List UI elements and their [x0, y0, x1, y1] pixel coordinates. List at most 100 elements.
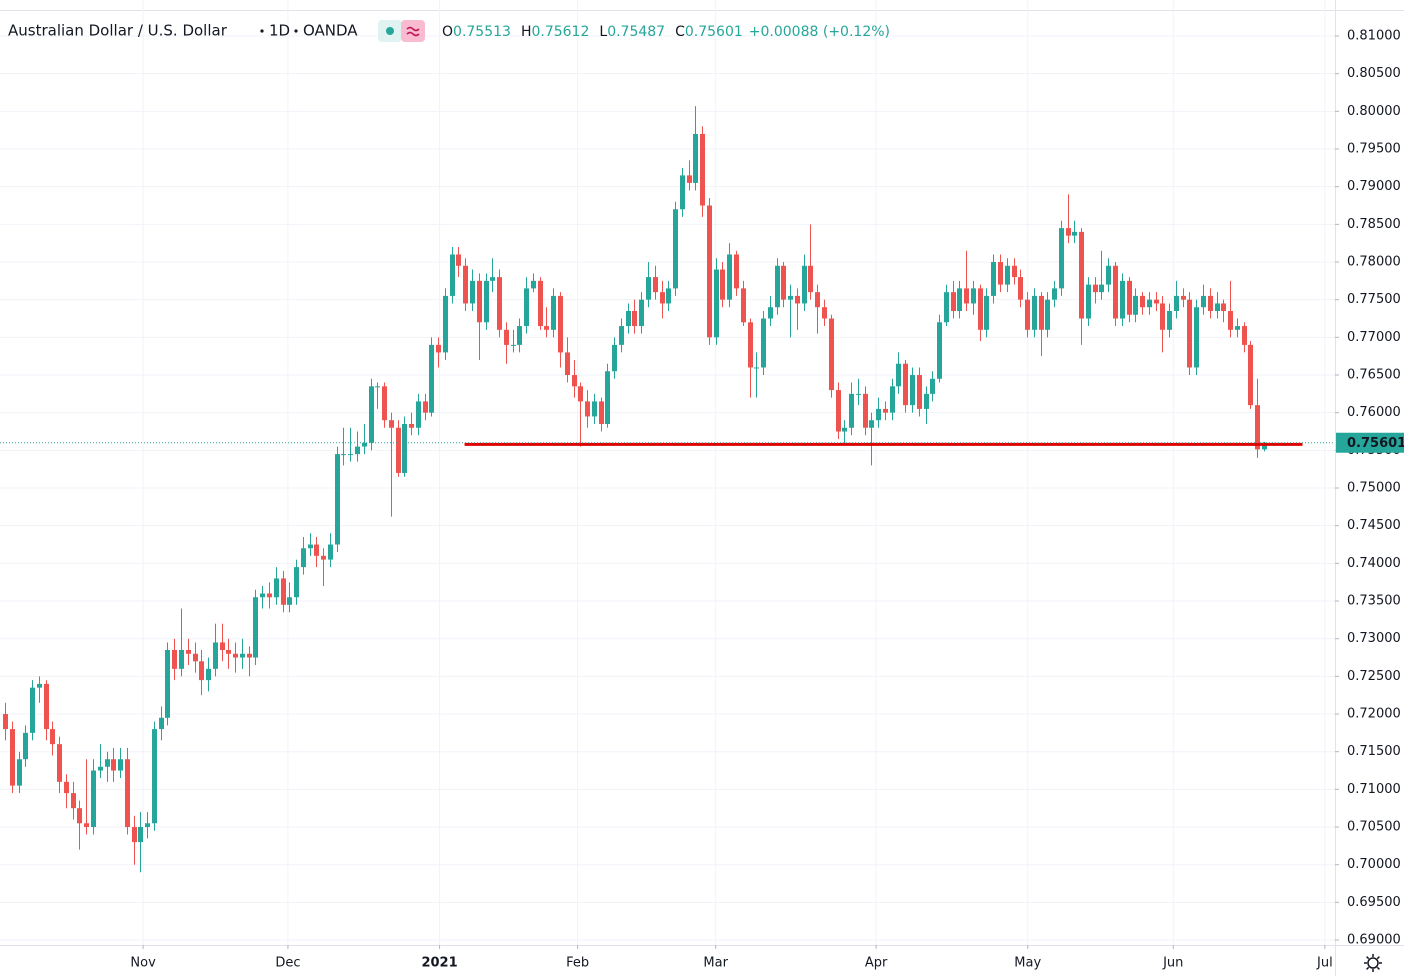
y-tick-label: 0.79500	[1347, 142, 1401, 157]
candle-body	[328, 544, 333, 560]
candle-body	[531, 280, 536, 289]
y-tick-label: 0.74000	[1347, 556, 1401, 571]
x-tick-label: 2021	[421, 956, 457, 971]
separator	[260, 29, 264, 33]
candle-body	[842, 427, 847, 432]
candle-body	[1255, 405, 1260, 450]
candle-body	[3, 714, 8, 730]
candle-body	[896, 363, 901, 387]
y-tick-label: 0.72500	[1347, 669, 1401, 684]
candle-body	[504, 329, 509, 345]
y-tick-label: 0.74500	[1347, 518, 1401, 533]
candle-body	[822, 307, 827, 319]
candle-body	[1086, 284, 1091, 319]
candle-body	[612, 344, 617, 372]
candle-body	[436, 344, 441, 353]
candle-body	[761, 318, 766, 368]
candle-body	[944, 292, 949, 323]
candle-body	[788, 295, 793, 300]
candle-body	[951, 292, 956, 311]
change-value: +0.00088 (+0.12%)	[749, 24, 890, 40]
candle-body	[1262, 442, 1267, 450]
candle-body	[1059, 228, 1064, 289]
x-tick-label: Nov	[130, 956, 156, 971]
candle-body	[416, 401, 421, 428]
grid	[0, 0, 1335, 945]
candle-body	[599, 401, 604, 424]
candle-body	[355, 446, 360, 455]
market-status-dot	[386, 27, 394, 35]
candle-body	[802, 265, 807, 304]
candle-body	[544, 326, 549, 330]
candle-body	[199, 661, 204, 681]
y-tick-label: 0.69500	[1347, 895, 1401, 910]
candle-body	[145, 823, 150, 828]
candle-body	[1174, 295, 1179, 311]
settings-icon[interactable]	[1364, 954, 1382, 972]
y-tick-label: 0.78000	[1347, 255, 1401, 270]
y-tick-label: 0.81000	[1347, 29, 1401, 44]
candle-body	[653, 277, 658, 293]
candle-body	[917, 375, 922, 409]
gear-teeth	[1364, 954, 1382, 972]
candle-body	[456, 254, 461, 266]
candle-body	[294, 567, 299, 598]
candle-body	[930, 378, 935, 394]
candle-body	[125, 759, 130, 828]
axes: 0.69000 0.69500 0.70000 0.70500 0.71000 0.715…	[130, 29, 1404, 971]
candle-body	[1052, 288, 1057, 300]
candle-body	[991, 262, 996, 296]
candle-body	[470, 280, 475, 304]
y-tick-label: 0.77000	[1347, 330, 1401, 345]
candle-body	[984, 295, 989, 330]
candle-body	[700, 133, 705, 206]
data-status-button[interactable]	[401, 20, 425, 42]
candle-body	[632, 310, 637, 327]
candles	[0, 106, 1335, 873]
candle-body	[17, 759, 22, 786]
candle-body	[369, 386, 374, 443]
candle-body	[578, 386, 583, 402]
candle-body	[714, 269, 719, 338]
candle-body	[592, 401, 597, 417]
data-status-icon	[406, 26, 420, 37]
candle-body	[1106, 265, 1111, 285]
ohlc-prefix: O	[442, 24, 453, 40]
candle-body	[274, 578, 279, 598]
candle-body	[396, 427, 401, 473]
candle-body	[375, 386, 380, 388]
candle-body	[267, 593, 272, 598]
candle-body	[301, 548, 306, 568]
candle-body	[233, 653, 238, 658]
candle-body	[341, 454, 346, 456]
y-tick-label: 0.73000	[1347, 631, 1401, 646]
x-tick-label: Mar	[703, 956, 728, 971]
candle-body	[856, 393, 861, 395]
y-tick-label: 0.71000	[1347, 782, 1401, 797]
candle-body	[1221, 303, 1226, 311]
candle-body	[1160, 303, 1165, 330]
candle-body	[707, 205, 712, 338]
candle-body	[558, 295, 563, 353]
candle-body	[666, 288, 671, 304]
candle-body	[849, 393, 854, 428]
candle-body	[863, 393, 868, 428]
y-tick-label: 0.71500	[1347, 744, 1401, 759]
last-price-tag	[1336, 432, 1404, 453]
candle-body	[1228, 310, 1233, 330]
y-tick-label: 0.73500	[1347, 594, 1401, 609]
candle-body	[768, 307, 773, 319]
candle-body	[382, 386, 387, 421]
x-tick-label: Jun	[1162, 956, 1183, 971]
candle-body	[1208, 295, 1213, 311]
candle-body	[998, 262, 1003, 285]
candle-body	[1154, 299, 1159, 304]
candle-body	[1133, 295, 1138, 315]
candle-body	[639, 299, 644, 327]
candle-body	[71, 793, 76, 809]
candle-body	[876, 408, 881, 421]
candle-body	[910, 375, 915, 406]
candle-body	[490, 277, 495, 281]
candle-body	[111, 759, 116, 771]
candle-body	[402, 423, 407, 473]
